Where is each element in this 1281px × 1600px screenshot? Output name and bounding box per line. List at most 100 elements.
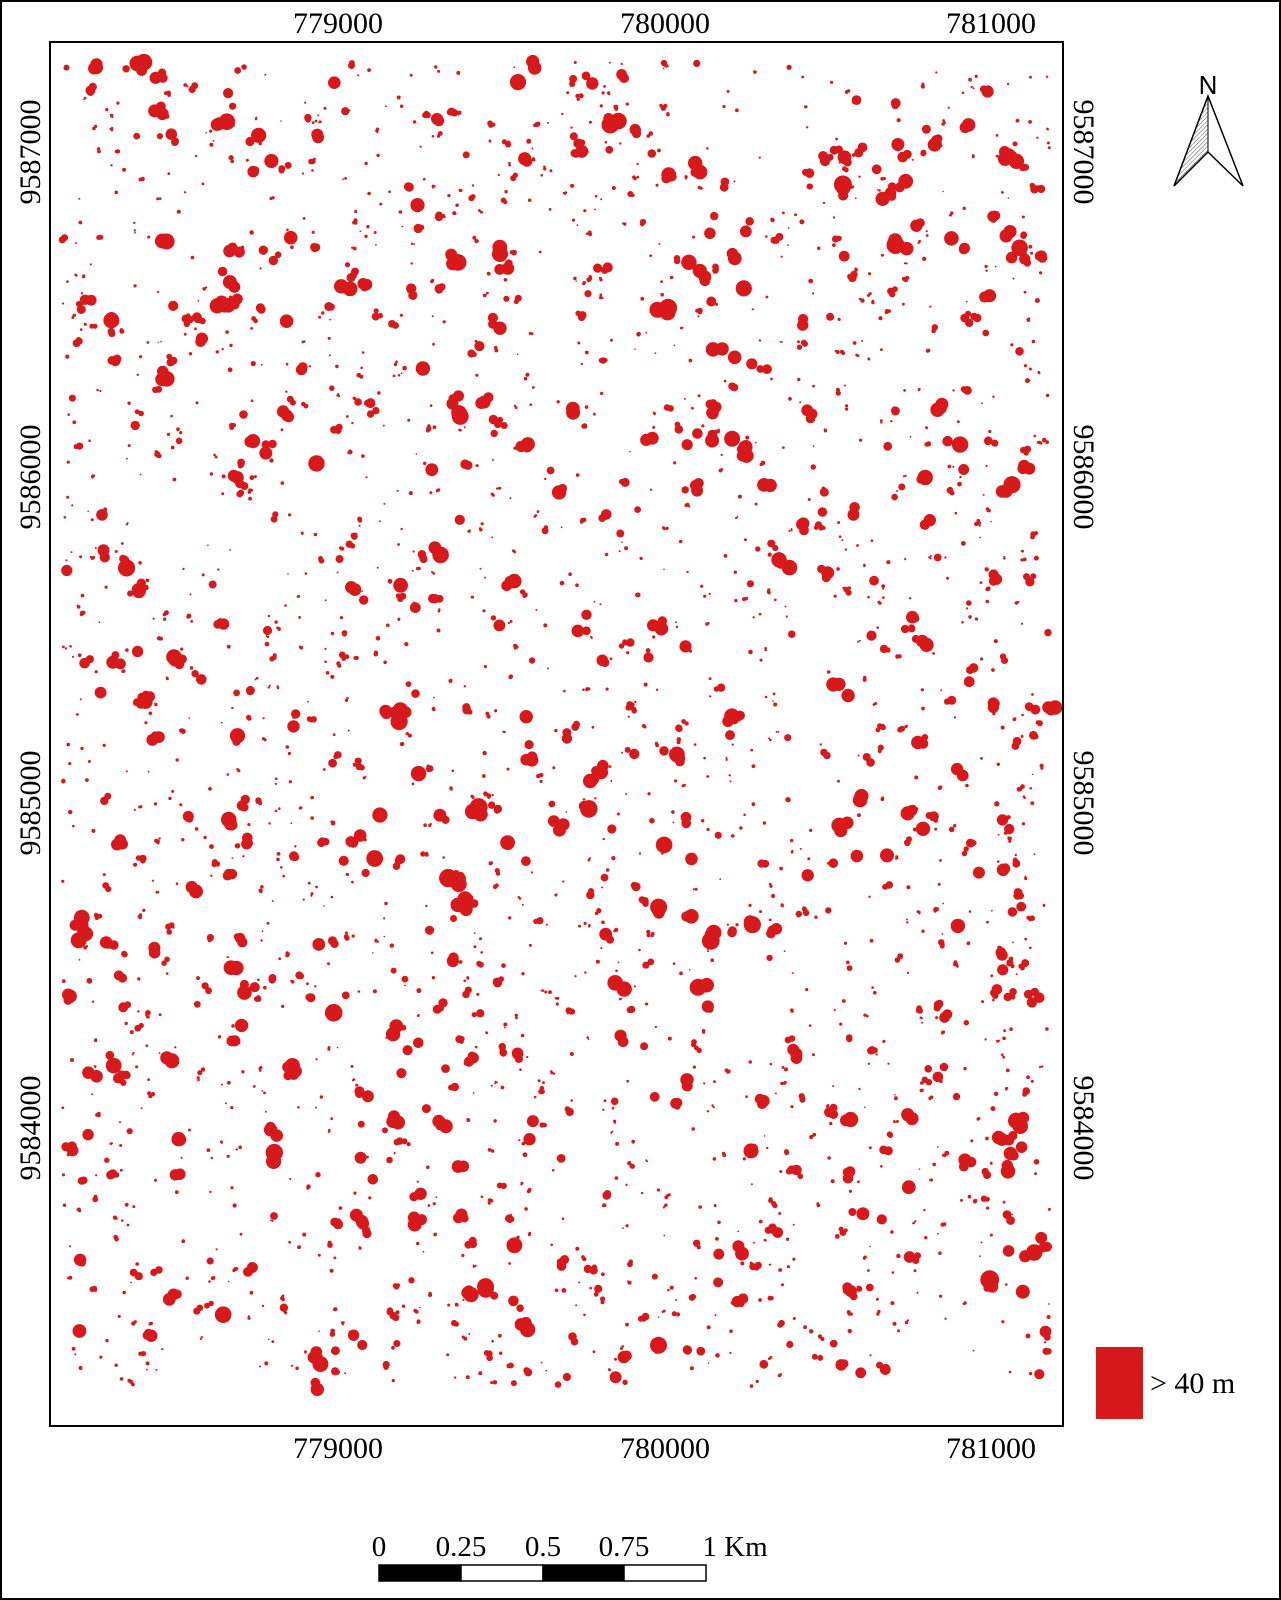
canopy-speck [197,300,200,302]
canopy-patch [497,173,500,177]
canopy-speck [63,516,67,519]
canopy-patch [586,687,591,691]
canopy-speck [588,232,592,237]
canopy-speck [570,183,575,188]
canopy-patch [90,1070,103,1083]
canopy-patch [1036,250,1047,262]
canopy-speck [605,687,609,691]
canopy-speck [583,1313,586,1317]
canopy-speck [245,158,249,162]
canopy-patch [653,900,666,914]
canopy-patch [225,330,229,334]
canopy-patch [393,577,408,593]
canopy-patch [202,287,206,291]
canopy-patch [461,1335,465,1339]
canopy-speck [454,1376,457,1379]
canopy-speck [174,1046,177,1049]
canopy-patch [226,1035,238,1047]
canopy-patch [117,1070,125,1077]
canopy-speck [654,352,657,354]
canopy-patch [76,713,79,716]
canopy-patch [462,703,471,712]
canopy-speck [812,292,815,295]
canopy-speck [895,147,900,152]
canopy-patch [85,656,93,664]
canopy-speck [333,1256,337,1260]
canopy-patch [693,59,701,67]
canopy-speck [105,1338,109,1343]
canopy-patch [118,1002,129,1013]
canopy-patch [1020,622,1024,625]
canopy-patch [625,1224,629,1228]
canopy-patch [310,894,313,897]
canopy-speck [661,852,664,855]
canopy-patch [524,740,534,750]
canopy-patch [757,859,766,868]
canopy-speck [152,617,155,620]
canopy-speck [463,979,467,983]
canopy-patch [845,407,849,411]
canopy-patch [134,231,137,234]
canopy-patch [711,1104,714,1107]
canopy-patch [950,918,966,934]
canopy-patch [941,122,945,126]
canopy-speck [194,327,197,331]
x-tick-label-top: 780000 [620,7,710,40]
legend: > 40 m [1096,1347,1235,1419]
canopy-patch [835,137,839,141]
canopy-patch [675,1312,681,1317]
canopy-patch [1022,163,1030,171]
canopy-speck [102,743,106,748]
canopy-speck [741,1248,745,1253]
canopy-patch [817,1354,824,1361]
canopy-patch [889,291,896,298]
canopy-speck [422,1250,425,1253]
canopy-patch [312,938,326,951]
canopy-speck [373,231,377,234]
canopy-patch [338,855,349,866]
canopy-speck [278,807,281,810]
canopy-patch [850,849,864,863]
canopy-patch [809,1329,814,1334]
canopy-speck [281,1004,285,1009]
canopy-patch [603,1099,607,1103]
canopy-speck [683,397,686,400]
canopy-patch [223,88,234,99]
canopy-speck [906,918,908,921]
canopy-patch [457,407,468,419]
canopy-patch [351,1079,355,1082]
canopy-patch [906,1319,910,1322]
canopy-patch [1022,1092,1027,1097]
canopy-patch [218,1035,221,1039]
canopy-speck [733,570,737,574]
canopy-patch [1025,378,1030,384]
canopy-patch [780,1081,784,1086]
canopy-patch [619,1347,623,1350]
canopy-speck [806,126,809,129]
canopy-patch [608,1368,612,1372]
canopy-patch [931,328,936,334]
canopy-patch [540,174,544,177]
canopy-patch [912,1256,920,1265]
canopy-patch [1003,992,1012,1002]
canopy-patch [862,1256,866,1260]
canopy-patch [790,1009,794,1013]
canopy-patch [868,1146,872,1150]
canopy-patch [61,564,73,577]
canopy-patch [613,1120,616,1123]
canopy-patch [415,361,431,376]
canopy-patch [734,433,739,438]
canopy-speck [548,208,552,211]
canopy-patch [391,1115,405,1130]
canopy-speck [110,164,113,167]
canopy-patch [622,1379,628,1386]
canopy-patch [979,581,983,584]
canopy-patch [61,234,69,242]
canopy-patch [136,582,144,590]
canopy-patch [268,974,277,982]
canopy-speck [206,1148,211,1152]
canopy-patch [170,414,173,418]
canopy-speck [265,1110,267,1113]
canopy-patch [914,1220,917,1223]
canopy-patch [164,1053,180,1069]
